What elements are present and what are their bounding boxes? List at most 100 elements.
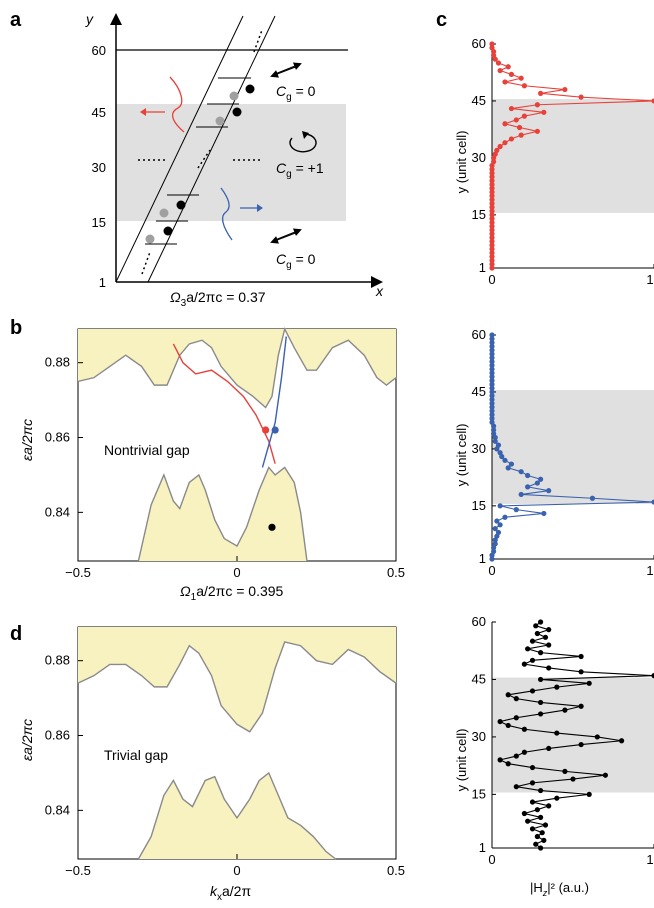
state-marker-0 [262, 426, 270, 434]
profile-point [541, 109, 547, 115]
y-tick-label: 60 [472, 614, 486, 629]
x-tick-label: 0 [233, 863, 240, 878]
profile-point [494, 147, 500, 153]
profile-point [578, 741, 584, 748]
strip-left-edge [115, 15, 244, 283]
profile-point [489, 336, 495, 342]
profile-point [489, 242, 495, 248]
profile-point [518, 132, 524, 138]
profile-point [541, 837, 547, 843]
y-tick-15: 15 [92, 215, 106, 230]
profile-point [521, 810, 528, 817]
profile-point [619, 738, 625, 744]
profile-point [489, 223, 495, 229]
profile-point [602, 772, 609, 778]
profile-point [497, 503, 503, 509]
x-tick-label: 0 [488, 272, 495, 287]
edge-state-line-1 [261, 336, 287, 468]
profile-ylabel-black: y (unit cell) [454, 729, 469, 792]
y-tick-label: 0.84 [45, 802, 70, 817]
profile-point [508, 136, 515, 142]
gray-rod [215, 116, 225, 126]
profile-point [513, 507, 519, 513]
profile-point [489, 219, 495, 226]
red-arrowhead [140, 108, 146, 116]
state-marker-1 [271, 426, 279, 434]
profile-point [529, 657, 536, 663]
profile-point [489, 419, 495, 425]
profile-point [521, 749, 528, 755]
y-tick-label: 45 [472, 384, 486, 399]
blue-edge-wavepacket [220, 187, 233, 241]
profile-point [651, 499, 654, 505]
panel-b-band-diagram: 0.88 0.86 0.84 −0.5 0 0.5 εa/2πc Nontrivial g… [19, 326, 405, 603]
profile-point [489, 212, 495, 218]
profile-point [489, 174, 495, 180]
shaded-bulk-region [492, 99, 654, 213]
profile-point [651, 98, 654, 104]
profile-point [497, 757, 503, 763]
profile-point [489, 238, 495, 245]
profile-point [521, 661, 528, 667]
x-tick-label: 1 [646, 563, 653, 578]
profile-point [497, 67, 503, 74]
panel-a-schematic: y x 60 45 30 15 1 [85, 11, 384, 309]
profile-point [542, 634, 549, 640]
profile-point [538, 814, 544, 820]
profile-point [489, 170, 495, 176]
profile-point [534, 128, 540, 134]
profile-point [534, 480, 540, 486]
x-tick-label: 1 [646, 852, 653, 867]
black-rod [163, 226, 173, 236]
y-tick-label: 1 [479, 260, 486, 275]
profile-point [578, 703, 584, 709]
profile-point [489, 185, 495, 191]
profile-point [489, 377, 495, 384]
profile-x-axis-label: |Hz|² (a.u.) [530, 880, 589, 898]
profile-point [594, 734, 600, 740]
y-tick-label: 60 [472, 327, 486, 342]
profile-point [534, 807, 540, 813]
profile-point [489, 374, 495, 380]
profile-point [508, 71, 515, 77]
panel-letter-d: d [10, 623, 22, 645]
profile-point [538, 619, 544, 625]
profile-point [554, 730, 560, 736]
y-tick-label: 15 [472, 207, 486, 222]
profile-point [489, 45, 495, 51]
profile-point [489, 400, 495, 406]
profile-point [489, 556, 495, 562]
cg-top-label: Cg = 0 [276, 83, 316, 103]
y-tick-label: 30 [472, 729, 486, 744]
profile-point [492, 541, 498, 547]
gray-rod [159, 208, 169, 218]
x-tick-label: 0 [488, 852, 495, 867]
profile-point [570, 776, 576, 782]
shaded-bulk-region [492, 390, 654, 504]
profile-point [502, 514, 508, 520]
profile-point [538, 476, 544, 482]
y-axis-label: y [85, 11, 94, 27]
profile-point [542, 822, 549, 828]
profile-point [513, 117, 519, 123]
panel-d-ticks: 0.88 0.86 0.84 −0.5 0 0.5 [45, 653, 405, 878]
upper-bulk-band [78, 329, 396, 408]
profile-point [546, 627, 552, 633]
y-tick-45: 45 [92, 105, 106, 120]
y-tick-30: 30 [92, 160, 106, 175]
cg-bottom-label: Cg = 0 [276, 251, 316, 271]
y-tick-label: 15 [472, 498, 486, 513]
y-tick-label: 60 [472, 36, 486, 51]
trivial-gap-label: Trivial gap [104, 747, 168, 763]
profile-point [489, 381, 495, 387]
profile-point [489, 408, 495, 414]
upper-band-edge-line [77, 641, 397, 733]
circulation-arrowhead [302, 131, 309, 139]
x-tick-label: 0 [488, 563, 495, 578]
profile-point [489, 343, 495, 349]
profile-point [539, 830, 545, 836]
x-tick-label: 1 [646, 272, 653, 287]
profile-point [489, 189, 495, 195]
strip-continuation-dots [197, 149, 211, 169]
profile-point [489, 366, 495, 372]
